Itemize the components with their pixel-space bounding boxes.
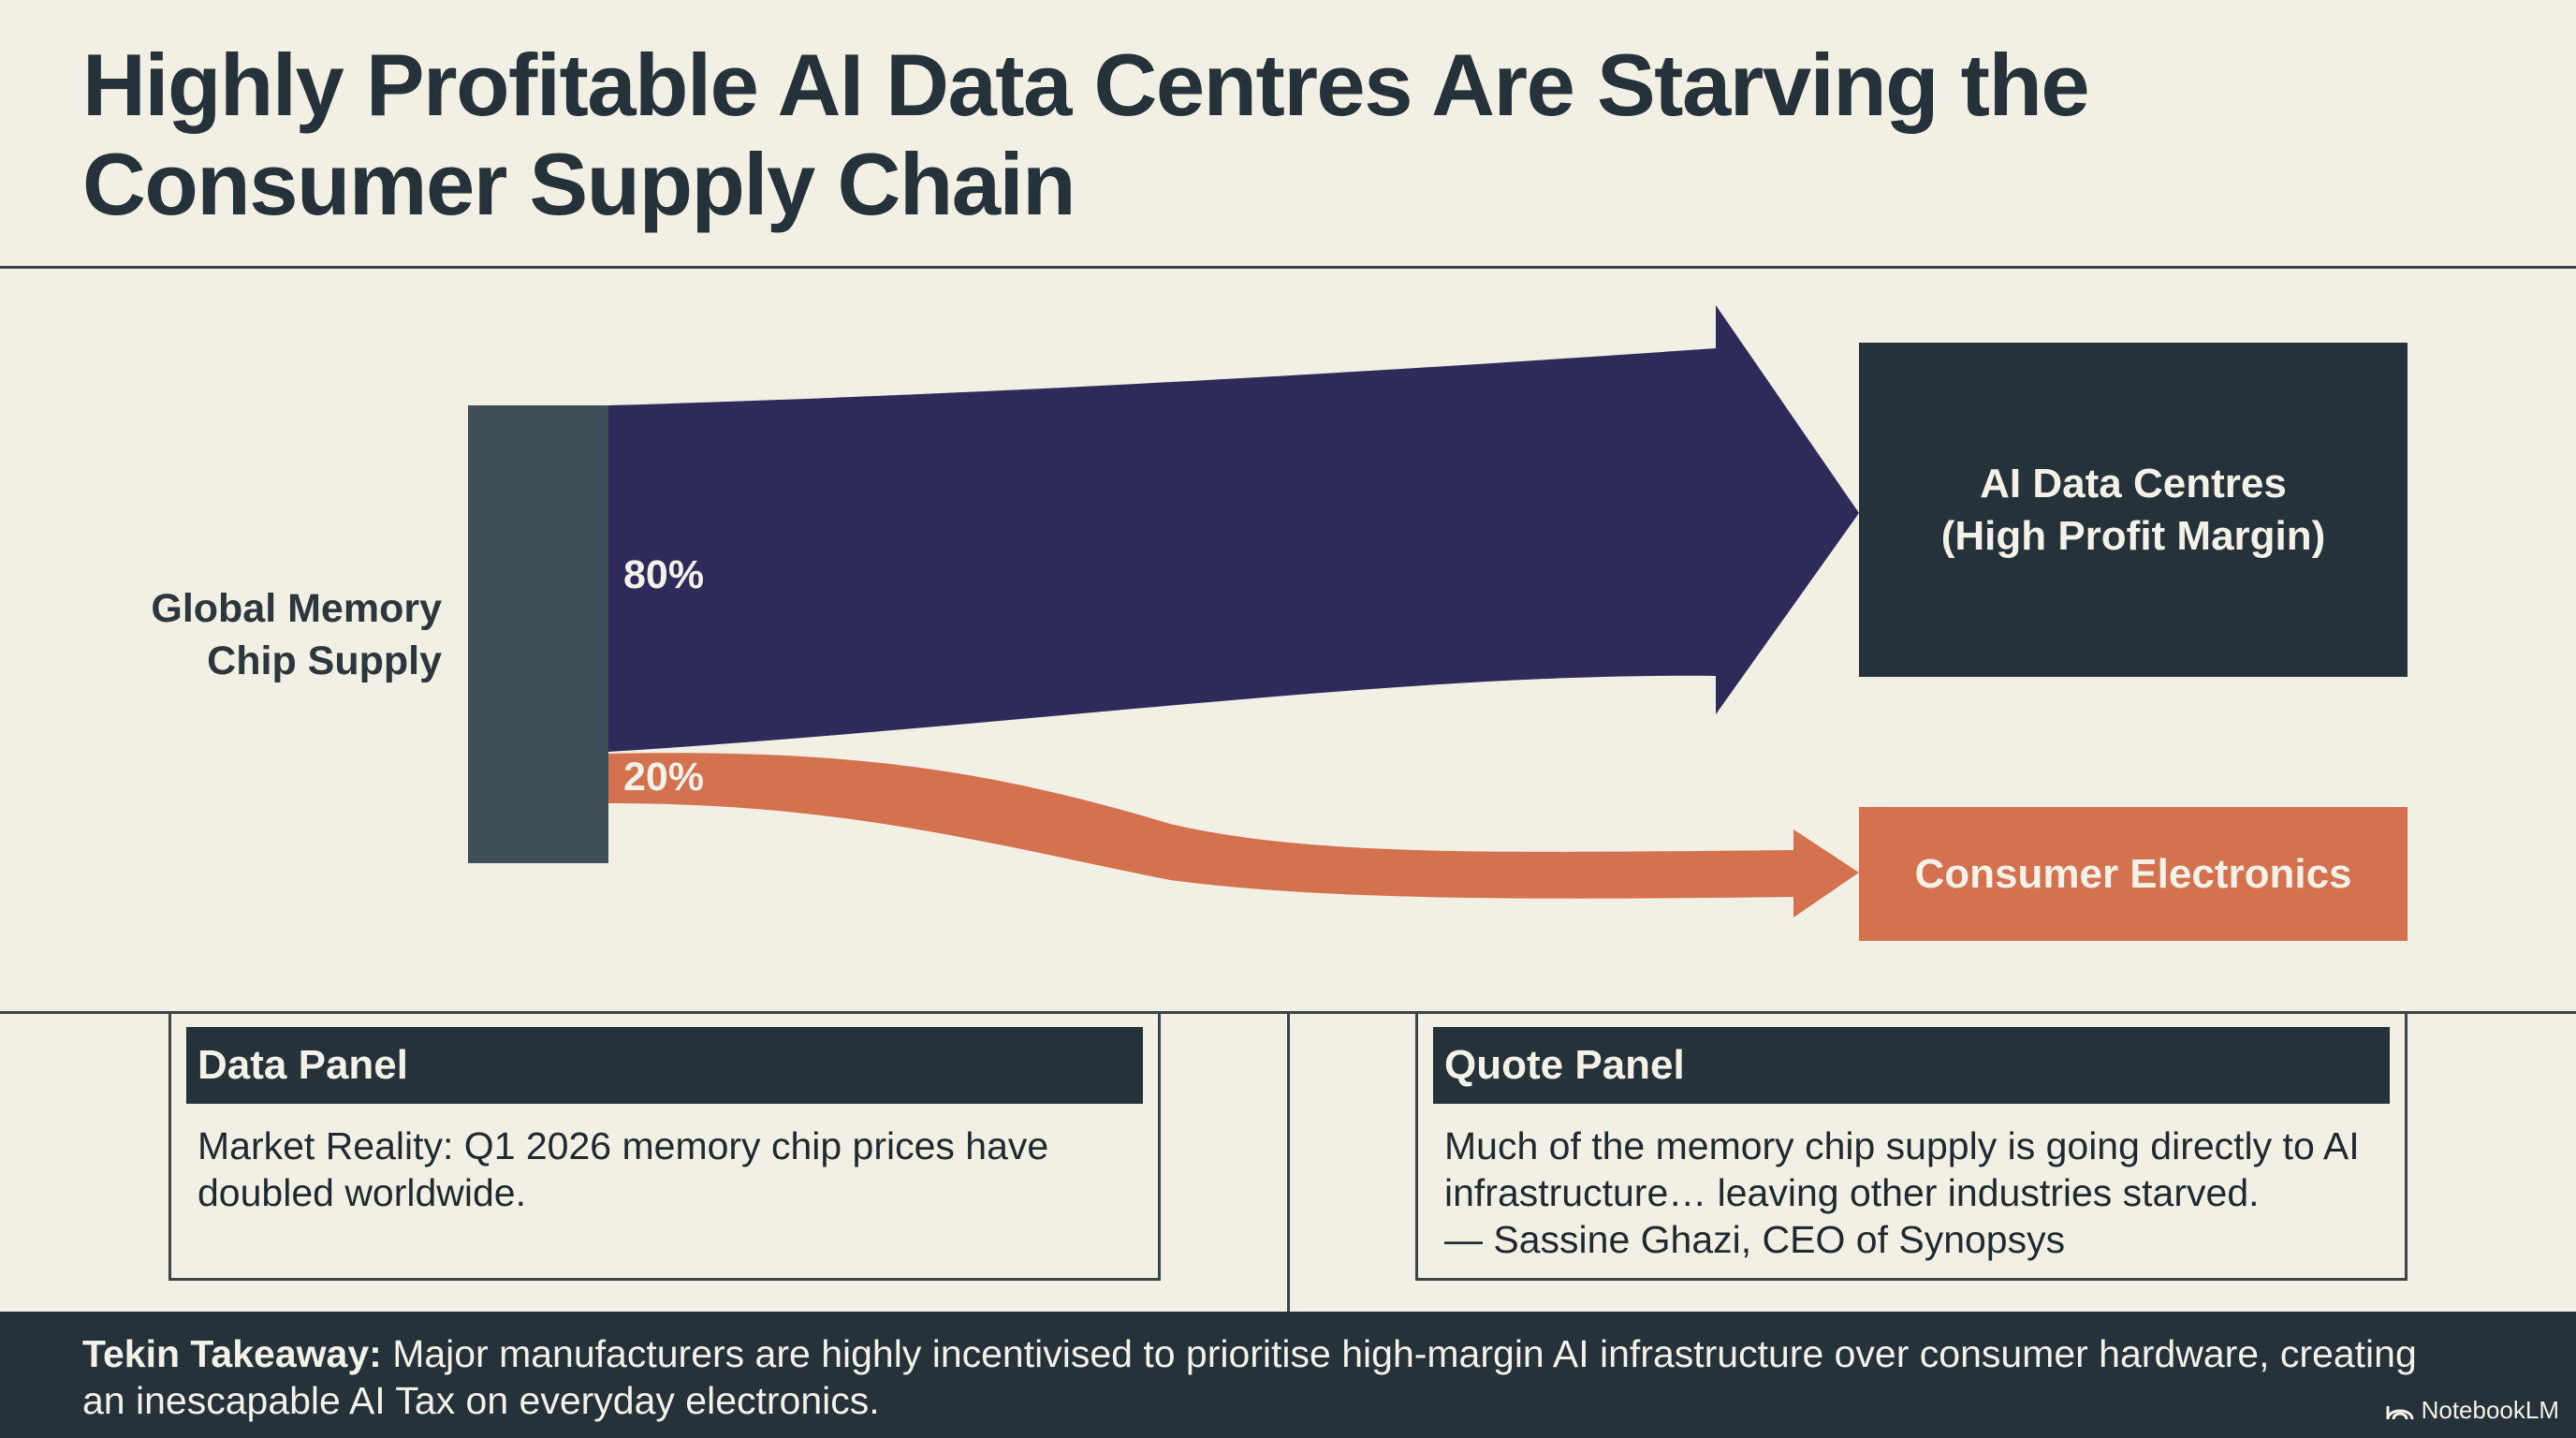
data-panel-heading: Data Panel (186, 1027, 1143, 1104)
consumer-electronics-box: Consumer Electronics (1859, 807, 2408, 941)
diagram-divider (0, 1011, 2576, 1014)
brand-name: NotebookLM (2421, 1396, 2559, 1424)
title-line-1: Highly Profitable AI Data Centres Are St… (82, 36, 2090, 134)
quote-attribution: — Sassine Ghazi, CEO of Synopsys (1444, 1218, 2066, 1261)
ai-datacentres-sublabel: (High Profit Margin) (1940, 512, 2326, 559)
ai-datacentre-flow-arrow (608, 305, 1859, 752)
data-panel-line-1: Market Reality: Q1 2026 memory chip pric… (198, 1124, 1049, 1167)
source-label: Global Memory Chip Supply (94, 582, 442, 687)
sankey-diagram (468, 305, 1859, 917)
quote-panel-body: Much of the memory chip supply is going … (1444, 1123, 2386, 1263)
takeaway-text: Tekin Takeaway: Major manufacturers are … (82, 1330, 2441, 1424)
notebooklm-logo-icon (2386, 1405, 2414, 1419)
quote-line-2: infrastructure… leaving other industries… (1444, 1171, 2260, 1214)
global-supply-bar (468, 405, 608, 863)
title-line-2: Consumer Supply Chain (82, 135, 1076, 233)
data-panel: Data Panel Market Reality: Q1 2026 memor… (168, 1011, 1161, 1281)
quote-panel: Quote Panel Much of the memory chip supp… (1415, 1011, 2408, 1281)
consumer-flow-arrow (608, 753, 1859, 917)
notebooklm-brand: NotebookLM (2386, 1396, 2559, 1425)
quote-line-1: Much of the memory chip supply is going … (1444, 1124, 2360, 1167)
source-label-line-2: Chip Supply (207, 638, 442, 683)
takeaway-footer: Tekin Takeaway: Major manufacturers are … (0, 1312, 2576, 1438)
ai-datacentres-box: AI Data Centres (High Profit Margin) (1859, 343, 2408, 677)
percent-label-20: 20% (623, 755, 705, 800)
takeaway-body: Major manufacturers are highly incentivi… (82, 1332, 2417, 1422)
quote-panel-heading: Quote Panel (1433, 1027, 2390, 1104)
ai-datacentres-label: AI Data Centres (1980, 460, 2287, 506)
page-title: Highly Profitable AI Data Centres Are St… (82, 36, 2422, 234)
title-divider (0, 266, 2576, 269)
data-panel-body: Market Reality: Q1 2026 memory chip pric… (198, 1123, 1139, 1216)
source-label-line-1: Global Memory (151, 586, 442, 631)
takeaway-label: Tekin Takeaway: (82, 1332, 382, 1375)
panel-divider (1287, 1014, 1290, 1312)
data-panel-line-2: doubled worldwide. (198, 1171, 527, 1214)
consumer-electronics-label: Consumer Electronics (1914, 850, 2352, 897)
percent-label-80: 80% (623, 552, 705, 597)
